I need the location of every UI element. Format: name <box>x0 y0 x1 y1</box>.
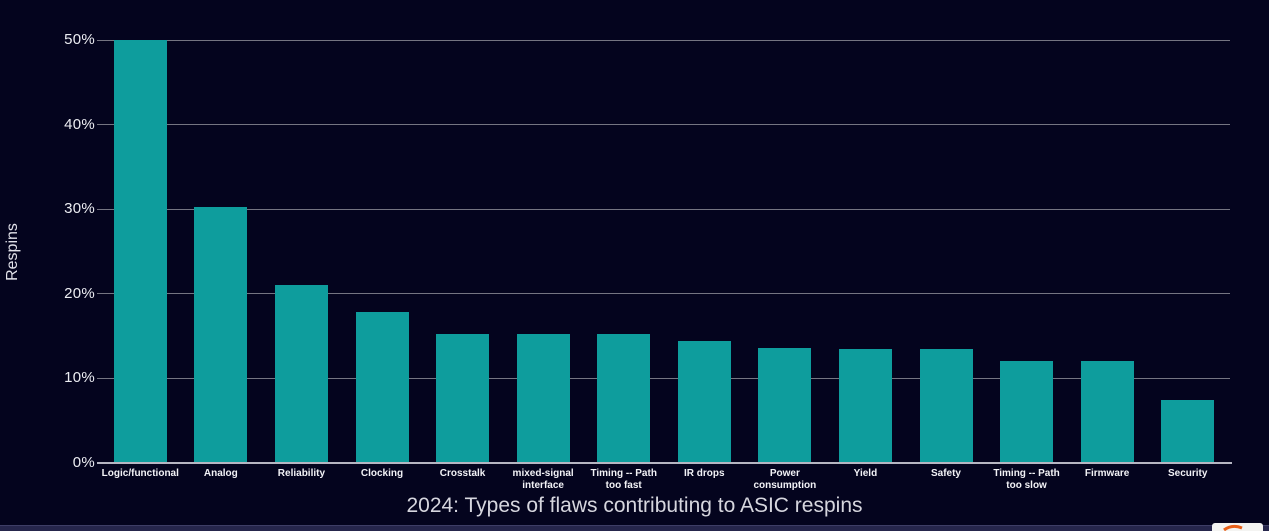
y-tick-label-0: 0% <box>72 454 95 471</box>
logo-swoosh-icon <box>1223 524 1243 531</box>
gridline-40 <box>97 124 1230 126</box>
bar <box>274 285 328 463</box>
x-tick-label: Power consumption <box>753 468 817 491</box>
chart-title: 2024: Types of flaws contributing to ASI… <box>406 494 863 517</box>
y-tick-label-20: 20% <box>64 284 95 302</box>
x-tick-label: Safety <box>930 468 961 479</box>
gridline-30 <box>97 208 1230 210</box>
bar <box>355 311 409 463</box>
bar <box>838 348 892 463</box>
x-tick-label: IR drops <box>684 468 725 479</box>
gridline-10 <box>97 377 1230 379</box>
gridline-50 <box>97 39 1230 41</box>
x-tick-label: Analog <box>203 468 238 479</box>
bar <box>1000 361 1054 463</box>
bar <box>436 333 490 463</box>
x-axis-line <box>97 462 1232 464</box>
bar <box>677 341 731 463</box>
x-tick-label: Firmware <box>1084 468 1130 479</box>
y-tick-label-10: 10% <box>64 369 95 387</box>
logo-partial <box>1212 523 1263 531</box>
bar <box>1080 360 1134 463</box>
x-tick-label: Yield <box>853 468 878 479</box>
bar <box>113 40 167 463</box>
x-tick-label: Security <box>1167 468 1208 479</box>
bar <box>919 348 973 463</box>
x-tick-label: Timing -- Path too slow <box>993 468 1060 491</box>
bar <box>516 333 570 463</box>
y-tick-label-50: 50% <box>64 31 95 48</box>
x-tick-label: Logic/functional <box>101 468 179 479</box>
y-axis-title: Respins <box>4 223 21 281</box>
y-tick-label-30: 30% <box>64 200 95 218</box>
bar <box>758 347 812 463</box>
x-tick-label: Crosstalk <box>439 468 486 479</box>
bar <box>1161 399 1215 463</box>
x-tick-label: Reliability <box>277 468 326 479</box>
gridline-20 <box>97 293 1230 295</box>
bar <box>597 334 651 463</box>
bar <box>194 206 248 463</box>
x-tick-label: mixed-signal interface <box>512 468 574 491</box>
y-tick-label-40: 40% <box>64 115 95 133</box>
x-tick-label: Clocking <box>360 468 404 479</box>
x-tick-label: Timing -- Path too fast <box>590 468 657 491</box>
footer-strip <box>0 525 1269 531</box>
